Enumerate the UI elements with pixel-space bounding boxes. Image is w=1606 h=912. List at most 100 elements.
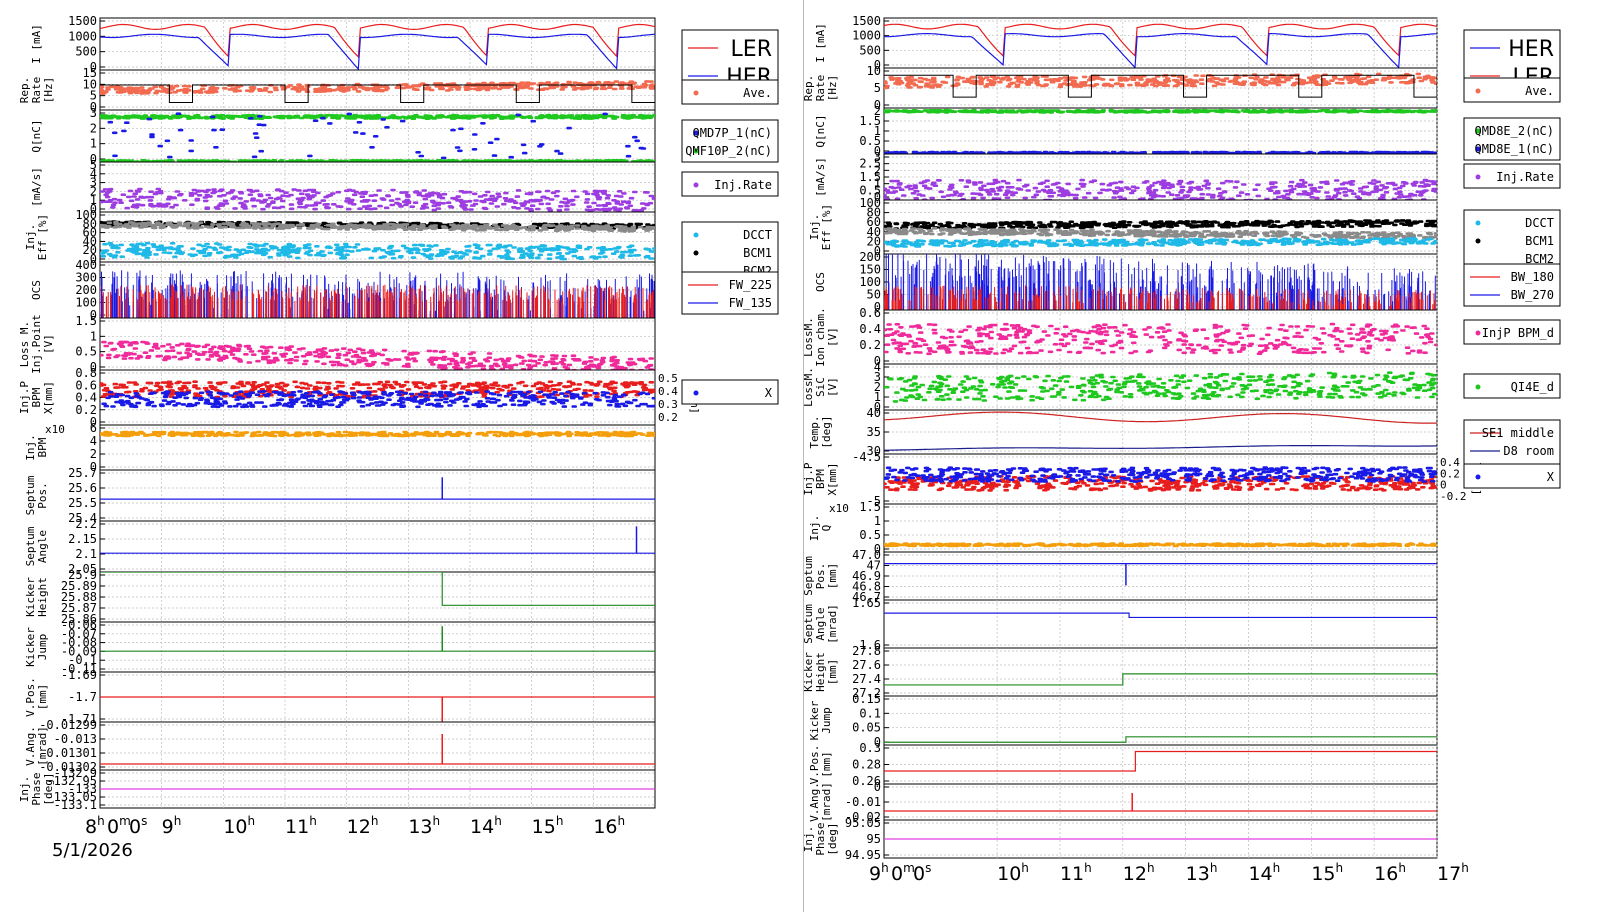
y-tick-label: 1.5 [75,314,97,328]
y-axis-label: Jump [36,634,49,661]
y-tick-label: 47.0 [852,548,881,562]
y-tick-label: 0.15 [852,692,881,706]
legend-swatch [693,390,699,396]
legend: Inj.Rate [1463,163,1561,189]
series-group [884,219,1437,248]
y-tick-label: -0.013 [54,732,97,746]
y-axis-label: Angle [36,530,49,563]
y-tick-label: 2.2 [75,517,97,531]
y-tick-label: -1.71 [61,712,97,726]
series-group [100,526,655,554]
legend-label: FW_225 [729,278,772,292]
y-axis-label: Kicker [802,652,815,692]
y-tick-label: 2.5 [859,157,881,171]
y-axis-label: OCS [814,272,827,292]
series-points [884,237,1437,248]
legend: DCCT BCM1 BCM2 [1463,209,1561,271]
y-tick-label: 0 [874,58,881,72]
y-axis-label: X[mm] [42,381,55,414]
series-step [884,673,1437,686]
y-axis-label: OCS [30,280,43,300]
series-line [884,23,1437,58]
legend-swatch [693,232,699,238]
legend-swatch [1475,174,1481,180]
legend-swatch [693,182,699,188]
series-group [884,466,1437,492]
y-axis-label: Angle [814,607,827,640]
y-tick-label: 0.6 [859,306,881,320]
panel-frame [883,695,1438,746]
y-axis-label: [mA/s] [814,157,827,197]
y-tick-label: 46.8 [852,580,881,594]
series-group [884,612,1437,619]
series-group [100,430,655,438]
series-group [884,542,1437,548]
series-points [100,241,655,261]
y-axis-label: V.Ang. [24,726,37,766]
x-tick-label: 11h [1060,861,1092,885]
y-axis-label: LossM. [802,367,815,407]
y-axis-label: Q[nC] [814,114,827,147]
y-tick-label: 0 [90,460,97,474]
y-tick-label: -0.09 [61,644,97,658]
y-tick-label: 500 [75,45,97,59]
y-axis-label: Q [820,525,833,532]
series-group [100,572,655,606]
legend-label: HER [1508,37,1554,62]
panel-right-6: 0.6 0.4 0.2 0 LossM. Ion cham. [V] InjP BPM_d [802,306,1561,368]
legend-label: LER [731,37,772,62]
y-tick-label: 0.4 [75,391,97,405]
legend-label: Inj.Rate [714,178,772,192]
y-axis-label: BPM [30,387,43,407]
panel-frame [99,721,656,771]
series-group [100,220,655,261]
series-step [100,84,655,103]
y2-tick-label: 0.5 [658,372,678,385]
panel-right-17: 95.05 95 94.95 Inj. Phase [deg] [802,816,1438,862]
y-tick-label: 5 [874,81,881,95]
y-axis-label: BPM [814,469,827,489]
x-tick-label: 0s [129,814,147,838]
x-tick-label: 10h [223,814,255,838]
series-line [100,33,655,70]
legend-swatch [1475,238,1481,244]
y-tick-label: 20 [83,243,97,257]
series-group [100,80,655,103]
y-tick-label: 0.2 [75,403,97,417]
series-group [100,734,655,765]
y-tick-label: -0.06 [61,618,97,632]
y-exponent-label: x10 [45,423,65,436]
legend-box [681,119,779,163]
y-tick-label: -1.69 [61,668,97,682]
legend: X [1463,463,1561,489]
y-axis-label: [mm] [826,563,839,590]
legend-label: SE1 middle [1482,426,1554,440]
panel-left-7: 0.80.60.40.20Inj.PBPMX[mm]0.50.40.30.2Y[… [18,366,779,429]
legend: X [681,379,779,405]
y-tick-label: 0.5 [75,345,97,359]
legend-box [1463,117,1561,161]
panel-left-6: 1.51 0.50 Loss M. Inj.Point [V] [18,314,656,374]
series-group [884,411,1437,451]
y-tick-label: 0.5 [859,134,881,148]
x-date-label: 5/1/2026 [52,840,133,861]
y-tick-label: 400 [75,258,97,272]
y-tick-label: 2.1 [75,547,97,561]
y2-tick-label: -0.2 [1440,490,1467,503]
y-tick-label: 1000 [852,29,881,43]
y-tick-label: 0 [874,98,881,112]
y-axis-label: [deg] [826,822,839,855]
y-tick-label: 3 [874,370,881,384]
y-tick-label: 0 [90,60,97,74]
y-axis-label: Inj. [24,434,37,461]
y-tick-label: -132.9 [54,766,97,780]
y-tick-label: 25.88 [61,590,97,604]
series-group [100,23,655,70]
legend-label: QMD8E_1(nC) [1475,142,1554,156]
y-tick-label: 2 [90,447,97,461]
y-tick-label: 25.4 [68,511,97,525]
